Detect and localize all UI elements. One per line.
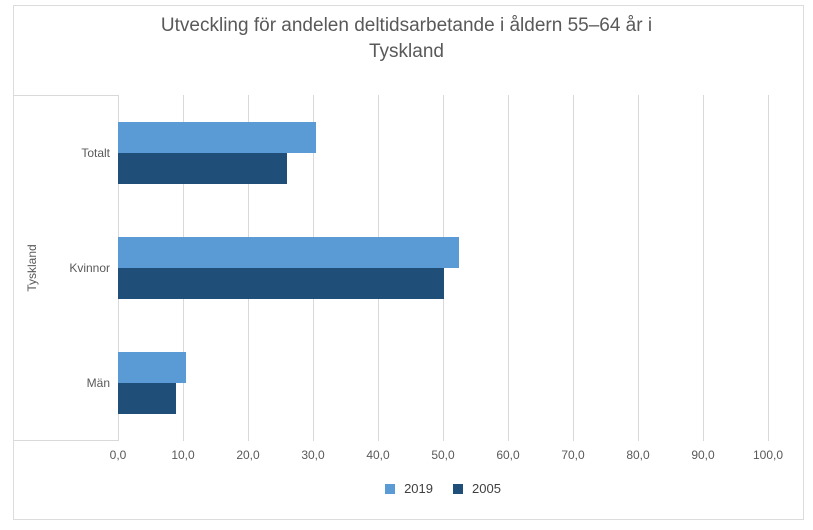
legend: 2019 2005 [118,481,768,496]
x-tick-label: 0,0 [109,448,127,462]
legend-item-2005: 2005 [453,481,501,496]
gridline [572,95,574,441]
category-label-män: Män [86,376,110,391]
legend-swatch-2005 [453,483,463,494]
category-axis-group-box [14,95,118,441]
category-label-totalt: Totalt [81,145,110,160]
x-tick-label: 20,0 [236,448,260,462]
legend-label: 2019 [404,481,433,496]
chart-title: Utveckling för andelen deltidsarbetande … [0,13,813,65]
x-tick-label: 70,0 [561,448,585,462]
bar-2019-kvinnor [118,237,460,268]
legend-swatch-2019 [385,483,396,494]
chart-title-line-2: Tyskland [369,41,444,62]
category-group-label: Tyskland [25,244,39,292]
x-tick-label: 50,0 [431,448,455,462]
x-tick-label: 40,0 [366,448,390,462]
x-tick-label: 60,0 [496,448,520,462]
x-tick-label: 90,0 [691,448,715,462]
bar-2005-män [118,383,176,415]
bar-2019-män [118,352,187,384]
x-tick-label: 10,0 [171,448,195,462]
x-tick-label: 80,0 [626,448,650,462]
x-tick-label: 100,0 [752,448,784,462]
bar-2005-kvinnor [118,268,445,299]
bar-2005-totalt [118,152,287,184]
chart-title-line-1: Utveckling för andelen deltidsarbetande … [160,15,653,36]
gridline [767,95,769,441]
legend-label: 2005 [472,481,501,496]
gridline [507,95,509,441]
plot-area [117,95,769,441]
gridline [637,95,639,441]
gridline [702,95,704,441]
category-label-kvinnor: Kvinnor [69,261,110,275]
legend-item-2019: 2019 [385,481,433,496]
bar-2019-totalt [118,121,317,153]
x-tick-label: 30,0 [301,448,325,462]
